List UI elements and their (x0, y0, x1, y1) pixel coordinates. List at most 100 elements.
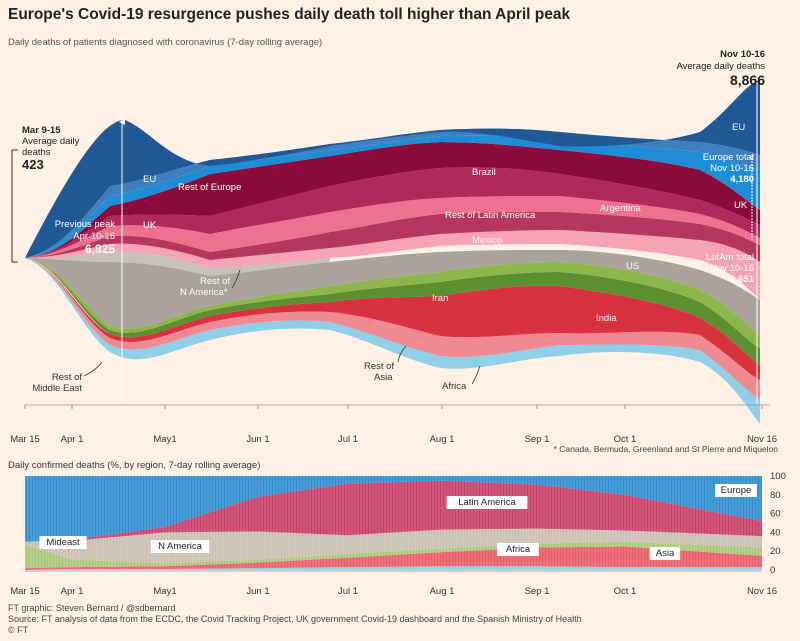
leader-africa (471, 365, 481, 385)
chart-subtitle: Daily deaths of patients diagnosed with … (8, 37, 323, 48)
label-rest-of-europe: Rest of Europe (178, 182, 241, 193)
bottom-y-tick-5: 0 (770, 565, 775, 576)
bottom-label-text: Latin America (458, 497, 516, 508)
bottom-area-asia (25, 546, 762, 570)
bottom-x-ticks: Mar 15 Apr 1 May1 Jun 1 Jul 1 Aug 1 Sep 1 Oct 1… (10, 570, 777, 597)
europe-total-1: Europe total (703, 152, 754, 163)
area-latam-pink (25, 230, 760, 300)
bottom-area-africa (25, 566, 762, 570)
peak-label-2: Apr 10-16 (73, 231, 115, 242)
bottom-label-text: N America (158, 541, 203, 552)
label-rest-of-na-2: N America* (180, 287, 228, 298)
bottom-x-tick-3: Jun 1 (246, 586, 269, 597)
end-date: Nov 10-16 (720, 49, 765, 60)
bottom-y-tick-2: 60 (770, 509, 781, 520)
label-rest-of-asia-1: Rest of (364, 361, 394, 372)
top-x-tick-1: Apr 1 (61, 434, 84, 445)
bottom-label-latin-america: Latin America (446, 496, 528, 509)
area-rest-of-asia (25, 258, 760, 400)
bottom-label-text: Asia (656, 548, 675, 559)
top-x-tick-3: Jun 1 (246, 434, 269, 445)
footnote: * Canada, Bermuda, Greenland and St Pier… (554, 444, 779, 454)
peak-value: 6,825 (85, 242, 115, 256)
bottom-label-asia: Asia (649, 547, 681, 560)
bottom-x-tick-2: May1 (153, 586, 176, 597)
area-mexico (25, 212, 760, 262)
bottom-label-box (39, 536, 87, 549)
bottom-x-tick-5: Aug 1 (430, 586, 455, 597)
europe-total-2: Nov 10-16 (710, 163, 754, 174)
bottom-label-text: Africa (506, 544, 531, 555)
bottom-chart-areas (24, 476, 762, 570)
bottom-y-ticks: 100 80 60 40 20 0 (770, 471, 786, 576)
end-value: 8,866 (730, 72, 765, 88)
label-rest-of-asia-2: Asia (374, 372, 393, 383)
top-x-tick-6: Sep 1 (525, 434, 550, 445)
credit-source: Source: FT analysis of data from the ECD… (8, 614, 582, 624)
end-label: Average daily deaths (676, 61, 765, 72)
start-label-2: deaths (22, 147, 51, 158)
credit-copyright: © FT (8, 625, 29, 635)
area-india (25, 258, 760, 380)
area-brazil (25, 142, 760, 258)
label-rest-of-me-1: Rest of (52, 372, 82, 383)
bottom-y-tick-1: 80 (770, 490, 781, 501)
latam-total-2: Nov 10-16 (710, 263, 754, 274)
bottom-label-mideast: Mideast (39, 536, 87, 549)
bottom-label-europe: Europe (715, 484, 757, 497)
start-value: 423 (22, 157, 44, 172)
peak-label-1: Previous peak (55, 219, 115, 230)
latam-total-value: 1,651 (730, 274, 754, 285)
area-rest-me (25, 258, 760, 365)
area-rest-na (25, 251, 330, 276)
bottom-x-tick-1: Apr 1 (61, 586, 84, 597)
area-us (25, 250, 760, 335)
label-rest-of-na-1: Rest of (200, 276, 230, 287)
top-chart-areas (25, 80, 760, 424)
bottom-x-tick-8: Nov 16 (747, 586, 777, 597)
label-mexico: Mexico (472, 235, 502, 246)
bottom-x-tick-6: Sep 1 (525, 586, 550, 597)
area-rest-latam (25, 196, 760, 258)
bottom-area-europe (25, 476, 762, 542)
leader-rest-me (83, 361, 103, 377)
bottom-area-n-america (25, 528, 762, 564)
top-x-tick-4: Jul 1 (338, 434, 358, 445)
label-rest-of-me-2: Middle East (32, 383, 82, 394)
area-argentina (25, 167, 760, 258)
bottom-x-tick-7: Oct 1 (614, 586, 637, 597)
top-x-tick-2: May1 (153, 434, 176, 445)
bottom-label-text: Europe (721, 485, 752, 496)
bottom-area-latin-america (25, 480, 762, 542)
bottom-label-text: Mideast (46, 537, 80, 548)
label-uk: UK (143, 220, 157, 231)
bottom-x-tick-4: Jul 1 (338, 586, 358, 597)
bottom-x-tick-0: Mar 15 (10, 586, 40, 597)
bottom-y-tick-4: 20 (770, 546, 781, 557)
bottom-label-box (649, 547, 681, 560)
bottom-label-africa: Africa (497, 543, 539, 556)
chart-title: Europe's Covid-19 resurgence pushes dail… (8, 6, 571, 23)
bottom-chart-title: Daily confirmed deaths (%, by region, 7-… (8, 460, 260, 471)
label-iran: Iran (432, 293, 448, 304)
bottom-y-tick-0: 100 (770, 471, 786, 482)
bottom-label-box (497, 543, 539, 556)
top-x-ticks: Mar 15 Apr 1 May1 Jun 1 Jul 1 Aug 1 Sep 1 Oct 1… (10, 405, 777, 445)
bottom-chart-labels: Europe Latin America Mideast N America Afric… (39, 484, 757, 560)
label-india: India (596, 313, 617, 324)
area-eu (25, 80, 760, 258)
start-label-1: Average daily (22, 136, 80, 147)
bottom-label-box (715, 484, 757, 497)
europe-total-value: 4,180 (730, 174, 754, 185)
annotation-lines (119, 82, 758, 404)
label-us: US (626, 261, 639, 272)
label-eu-right: EU (732, 122, 745, 133)
top-x-tick-0: Mar 15 (10, 434, 40, 445)
bottom-label-box (446, 496, 528, 509)
label-argentina: Argentina (600, 203, 641, 214)
bottom-y-tick-3: 40 (770, 527, 781, 538)
bottom-area-mideast (25, 541, 762, 569)
label-brazil: Brazil (472, 167, 496, 178)
label-eu: EU (143, 174, 156, 185)
